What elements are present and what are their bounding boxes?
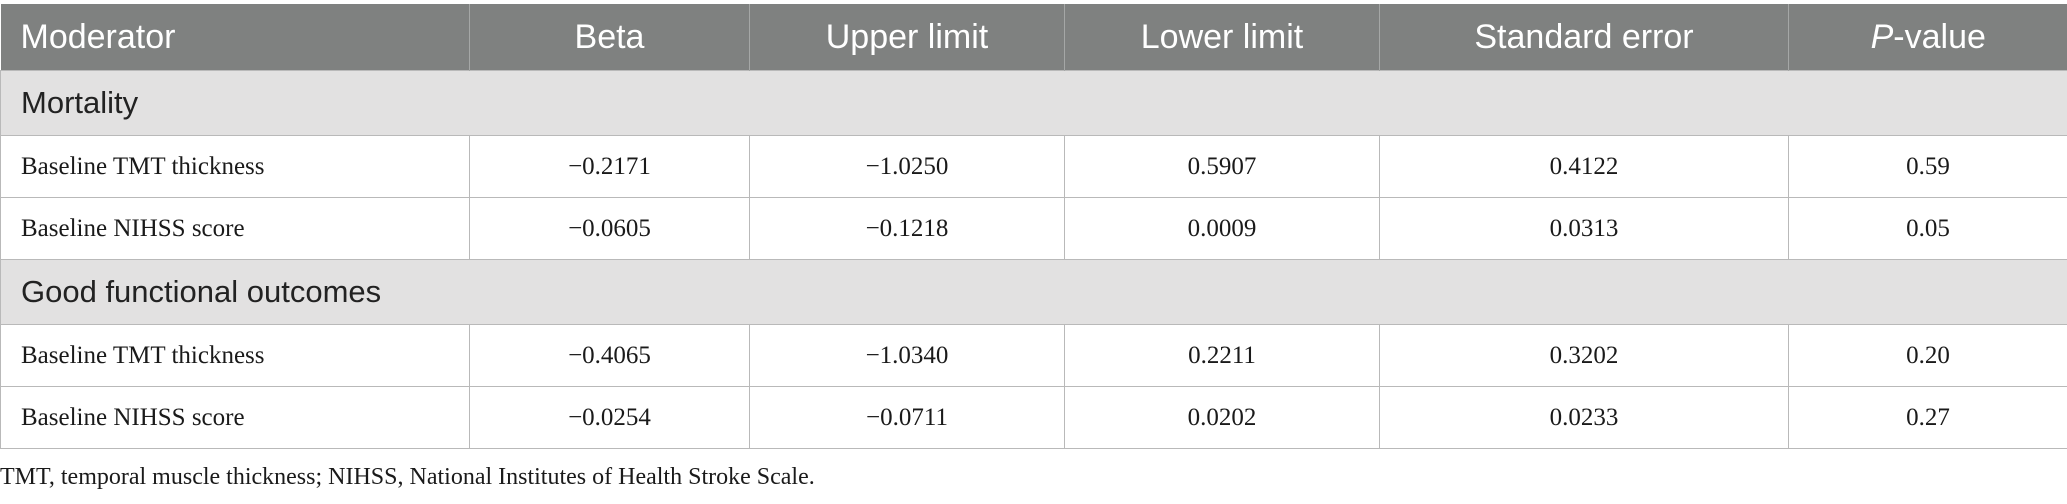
group-title: Good functional outcomes: [0, 259, 2067, 325]
table-row: Baseline TMT thickness −0.4065 −1.0340 0…: [0, 324, 2067, 387]
results-table-container: Moderator Beta Upper limit Lower limit S…: [0, 4, 2067, 449]
cell-moderator: Baseline NIHSS score: [0, 386, 470, 449]
cell-standard-error: 0.4122: [1379, 135, 1789, 198]
cell-standard-error: 0.0313: [1379, 197, 1789, 260]
cell-upper-limit: −0.1218: [749, 197, 1065, 260]
cell-lower-limit: 0.0009: [1064, 197, 1380, 260]
cell-moderator: Baseline NIHSS score: [0, 197, 470, 260]
cell-beta: −0.4065: [469, 324, 750, 387]
table-footnote: TMT, temporal muscle thickness; NIHSS, N…: [0, 464, 815, 490]
header-moderator: Moderator: [0, 4, 470, 71]
cell-p-value: 0.20: [1788, 324, 2067, 387]
meta-regression-table: Moderator Beta Upper limit Lower limit S…: [0, 4, 2067, 449]
cell-moderator: Baseline TMT thickness: [0, 324, 470, 387]
header-p-suffix: -value: [1893, 17, 1986, 56]
header-upper-limit: Upper limit: [749, 4, 1065, 71]
cell-lower-limit: 0.5907: [1064, 135, 1380, 198]
cell-lower-limit: 0.2211: [1064, 324, 1380, 387]
table-header: Moderator Beta Upper limit Lower limit S…: [0, 4, 2067, 71]
cell-upper-limit: −1.0250: [749, 135, 1065, 198]
table-row: Baseline TMT thickness −0.2171 −1.0250 0…: [0, 135, 2067, 198]
header-p-value: P-value: [1788, 4, 2067, 71]
cell-lower-limit: 0.0202: [1064, 386, 1380, 449]
header-row: Moderator Beta Upper limit Lower limit S…: [0, 4, 2067, 71]
cell-beta: −0.2171: [469, 135, 750, 198]
cell-upper-limit: −0.0711: [749, 386, 1065, 449]
cell-moderator: Baseline TMT thickness: [0, 135, 470, 198]
table-body: Mortality Baseline TMT thickness −0.2171…: [0, 70, 2067, 449]
header-standard-error: Standard error: [1379, 4, 1789, 71]
header-lower-limit: Lower limit: [1064, 4, 1380, 71]
header-p-letter: P: [1870, 17, 1894, 56]
cell-standard-error: 0.3202: [1379, 324, 1789, 387]
table-row: Baseline NIHSS score −0.0605 −0.1218 0.0…: [0, 197, 2067, 260]
cell-p-value: 0.05: [1788, 197, 2067, 260]
cell-p-value: 0.27: [1788, 386, 2067, 449]
table-row: Baseline NIHSS score −0.0254 −0.0711 0.0…: [0, 386, 2067, 449]
group-row-good-functional-outcomes: Good functional outcomes: [0, 259, 2067, 325]
cell-upper-limit: −1.0340: [749, 324, 1065, 387]
cell-standard-error: 0.0233: [1379, 386, 1789, 449]
cell-beta: −0.0605: [469, 197, 750, 260]
group-row-mortality: Mortality: [0, 70, 2067, 136]
cell-p-value: 0.59: [1788, 135, 2067, 198]
group-title: Mortality: [0, 70, 2067, 136]
header-beta: Beta: [469, 4, 750, 71]
cell-beta: −0.0254: [469, 386, 750, 449]
